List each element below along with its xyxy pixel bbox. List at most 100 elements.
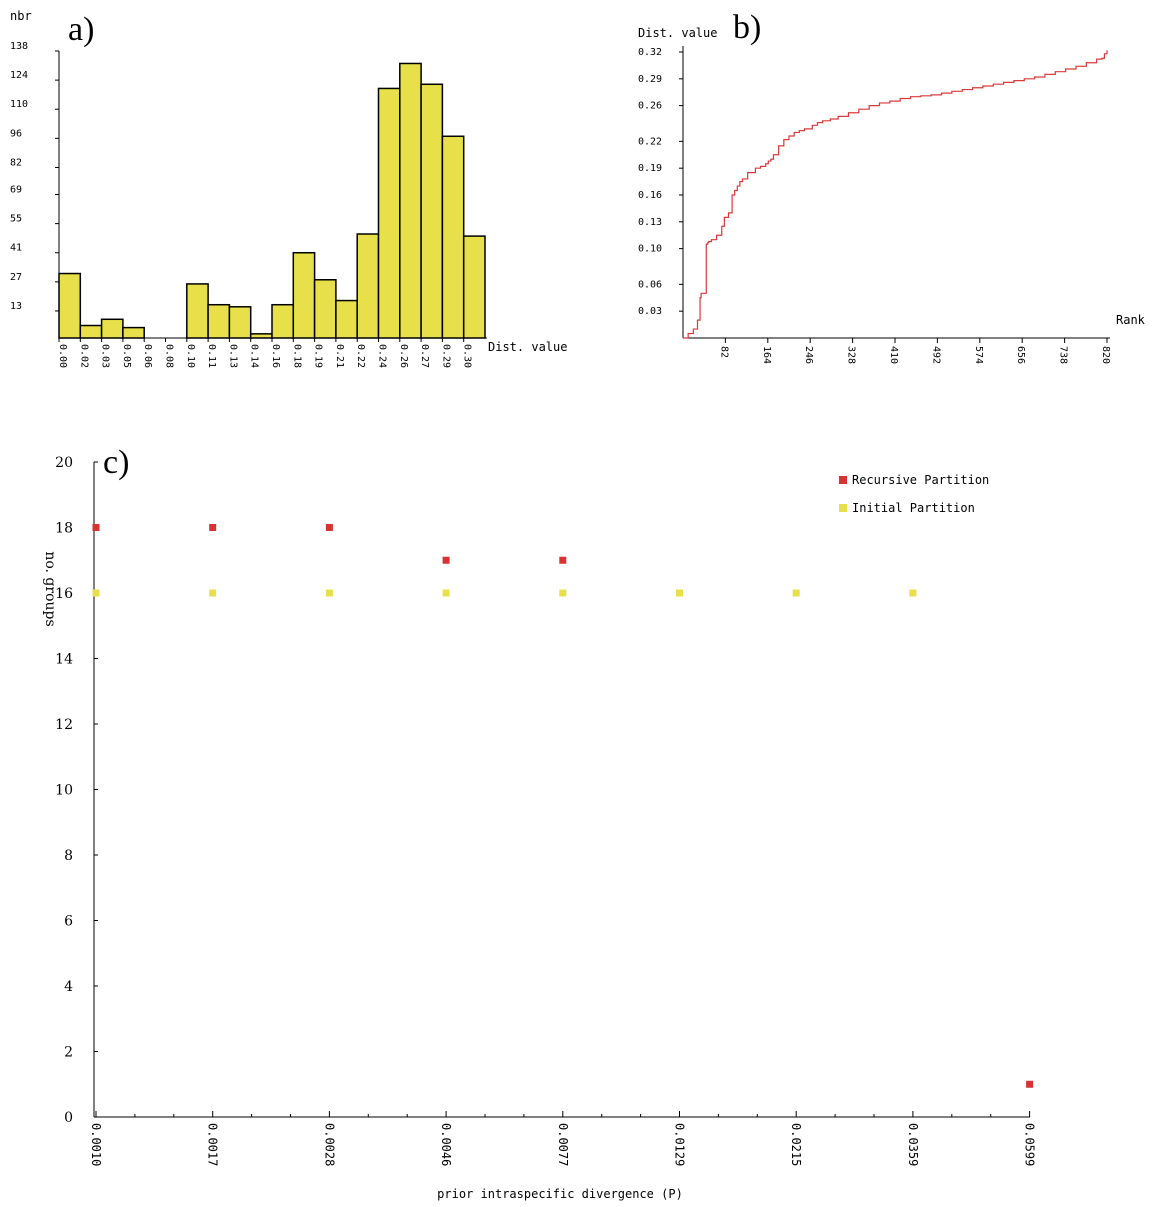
histogram-panel: a) nbr Dist. value 13 27 41 55 69 82 96 110 124 1…: [10, 9, 567, 368]
histogram-bar-0-02: [79, 324, 103, 339]
panel-c-label: c): [103, 444, 129, 481]
histogram-bar-0-29: [441, 135, 465, 339]
rank-x-tick-label: 820: [1100, 346, 1111, 364]
histogram-y-tick-label: 96: [10, 128, 22, 139]
histogram-bar-0-03: [100, 318, 124, 339]
histogram-bar-0-19: [313, 279, 337, 339]
rank-x-axis-label: Rank: [1116, 313, 1146, 327]
histogram-x-tick-label: 0.03: [100, 344, 111, 368]
legend-swatch-recursive-partition: [839, 476, 847, 484]
histogram-x-tick-label: 0.18: [291, 344, 302, 368]
scatter-y-tick-label: 18: [55, 521, 73, 537]
scatter-y-tick-label: 4: [64, 979, 73, 995]
scatter-y-tick-label: 10: [55, 783, 73, 799]
scatter-point-initial-partition: [792, 589, 800, 597]
histogram-y-axis-label: nbr: [10, 9, 32, 23]
panel-a-label: a): [68, 11, 94, 48]
scatter-point-recursive-partition: [92, 524, 100, 531]
histogram-y-tick-label: 138: [10, 41, 28, 52]
partition-scatter-panel: c) no. groups prior intraspecific diverg…: [42, 444, 1037, 1201]
scatter-x-tick-label: 0.0028: [322, 1123, 336, 1166]
legend-swatch-initial-partition: [839, 504, 847, 512]
scatter-x-tick-label: 0.0046: [439, 1123, 453, 1166]
histogram-bar-0-00: [58, 272, 82, 339]
histogram-bar-0-24: [377, 87, 401, 339]
scatter-y-tick-label: 2: [64, 1045, 73, 1061]
rank-y-tick-label: 0.32: [638, 47, 662, 58]
rank-y-tick-label: 0.19: [638, 163, 662, 174]
scatter-point-initial-partition: [92, 589, 100, 597]
scatter-y-tick-label: 16: [55, 586, 73, 602]
histogram-bar-0-14: [249, 333, 273, 339]
scatter-point-initial-partition: [909, 589, 917, 597]
histogram-y-tick-label: 41: [10, 243, 22, 254]
rank-y-tick-label: 0.16: [638, 190, 662, 201]
histogram-x-tick-label: 0.19: [313, 344, 324, 368]
histogram-y-tick-label: 69: [10, 185, 22, 196]
rank-x-tick-label: 574: [973, 346, 984, 364]
rank-y-tick-label: 0.10: [638, 244, 662, 255]
distance-rank-series-line: [683, 50, 1108, 339]
scatter-y-tick-label: 20: [55, 455, 73, 471]
histogram-bar-0-11: [207, 303, 231, 339]
histogram-bar-0-30: [462, 235, 486, 339]
histogram-x-tick-label: 0.13: [227, 344, 238, 368]
histogram-y-tick-label: 13: [10, 301, 22, 312]
scatter-point-initial-partition: [442, 589, 450, 597]
histogram-x-tick-label: 0.11: [206, 344, 217, 368]
scatter-point-initial-partition: [209, 589, 217, 597]
histogram-x-tick-label: 0.06: [142, 344, 153, 368]
histogram-x-tick-label: 0.02: [78, 344, 89, 368]
rank-x-tick-label: 82: [718, 346, 729, 358]
histogram-bar-0-22: [356, 233, 380, 339]
histogram-x-tick-label: 0.08: [164, 344, 175, 368]
scatter-point-initial-partition: [676, 589, 683, 597]
rank-y-tick-label: 0.22: [638, 136, 662, 147]
histogram-y-tick-label: 110: [10, 99, 28, 110]
histogram-x-axis-label: Dist. value: [488, 340, 567, 354]
histogram-x-tick-label: 0.05: [121, 344, 132, 368]
histogram-y-tick-label: 27: [10, 272, 22, 283]
rank-x-tick-label: 328: [846, 346, 857, 364]
rank-y-tick-label: 0.06: [638, 279, 662, 290]
scatter-point-recursive-partition: [442, 556, 450, 564]
scatter-y-tick-label: 14: [55, 652, 73, 668]
rank-y-tick-label: 0.03: [638, 306, 662, 317]
histogram-bar-0-18: [292, 251, 316, 339]
scatter-y-tick-label: 8: [64, 848, 73, 864]
rank-y-tick-label: 0.26: [638, 101, 662, 112]
histogram-x-tick-label: 0.21: [334, 344, 345, 368]
rank-y-tick-label: 0.13: [638, 217, 662, 228]
rank-line-panel: b) Dist. value Rank 0.03 0.06 0.10 0.13 0.16…: [638, 9, 1146, 364]
histogram-x-tick-label: 0.26: [398, 344, 409, 368]
scatter-y-tick-label: 6: [64, 914, 73, 930]
rank-y-axis-label: Dist. value: [638, 26, 717, 40]
histogram-bar-0-27: [420, 83, 444, 339]
rank-x-tick-label: 410: [888, 346, 899, 364]
scatter-point-recursive-partition: [325, 524, 333, 531]
scatter-y-tick-label: 12: [55, 717, 73, 733]
rank-x-tick-label: 738: [1058, 346, 1069, 364]
scatter-x-tick-label: 0.0077: [556, 1123, 570, 1166]
histogram-x-tick-label: 0.10: [185, 344, 196, 368]
scatter-x-tick-label: 0.0359: [906, 1123, 920, 1166]
scatter-point-initial-partition: [559, 589, 567, 597]
histogram-bar-0-13: [228, 306, 252, 339]
scatter-y-axis-label: no. groups: [42, 551, 58, 626]
histogram-x-tick-label: 0.30: [462, 344, 473, 368]
histogram-x-tick-label: 0.29: [440, 344, 451, 368]
scatter-point-recursive-partition: [559, 556, 567, 564]
scatter-x-tick-label: 0.0017: [206, 1123, 220, 1166]
rank-y-tick-label: 0.29: [638, 74, 662, 85]
scatter-y-tick-label: 0: [64, 1110, 73, 1126]
histogram-x-tick-label: 0.00: [57, 344, 68, 368]
scatter-x-tick-label: 0.0215: [789, 1123, 803, 1166]
histogram-x-tick-label: 0.24: [377, 344, 388, 368]
rank-x-tick-label: 246: [803, 346, 814, 364]
histogram-bar-0-10: [186, 283, 209, 339]
scatter-legend: Recursive Partition Initial Partition: [839, 473, 989, 515]
scatter-point-recursive-partition: [209, 524, 217, 531]
histogram-bar-0-26: [399, 62, 422, 339]
legend-label-initial-partition: Initial Partition: [852, 501, 975, 515]
scatter-x-tick-label: 0.0599: [1023, 1123, 1037, 1166]
